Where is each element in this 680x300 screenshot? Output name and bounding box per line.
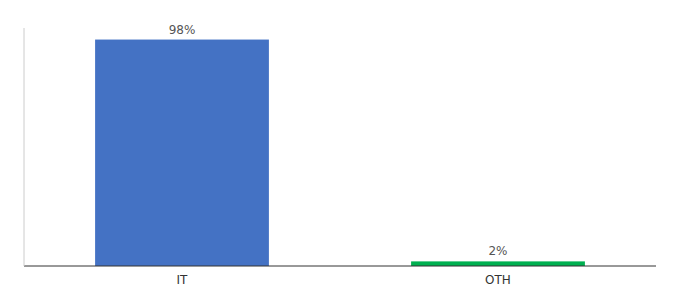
bar <box>95 40 269 266</box>
chart-svg: 98% 2% IT OTH <box>0 0 680 300</box>
x-tick-label: IT <box>177 273 189 287</box>
chart-container: 98% 2% IT OTH <box>0 0 680 300</box>
x-tick-label: OTH <box>485 273 511 287</box>
bar <box>411 261 585 266</box>
y-axis-line <box>24 28 25 266</box>
data-label: 2% <box>488 244 507 258</box>
bars <box>95 40 585 266</box>
data-label: 98% <box>169 23 196 37</box>
axes <box>24 28 656 266</box>
x-axis-line <box>24 266 656 267</box>
data-labels: 98% 2% <box>169 23 508 259</box>
x-tick-labels: IT OTH <box>177 273 511 287</box>
